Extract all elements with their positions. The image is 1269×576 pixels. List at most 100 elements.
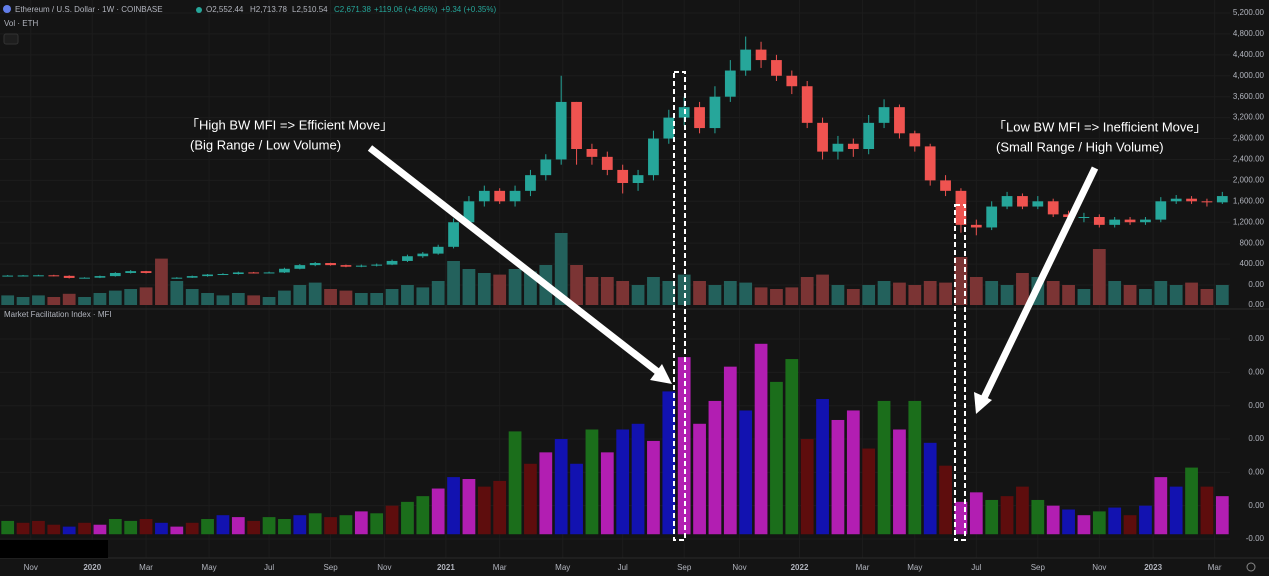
candle-body xyxy=(955,190,967,225)
x-tick-label: Nov xyxy=(377,563,391,572)
volume-bar xyxy=(431,281,445,305)
x-tick-label: Jul xyxy=(618,563,628,572)
volume-bar xyxy=(785,287,799,305)
volume-bar xyxy=(155,258,168,305)
mfi-bar xyxy=(1139,505,1152,535)
mfi-bar xyxy=(1,520,15,535)
candle-body xyxy=(494,190,506,202)
volume-bar xyxy=(1046,281,1060,305)
x-tick-label: 2020 xyxy=(83,563,101,572)
mfi-bar xyxy=(1215,496,1229,535)
candle-body xyxy=(740,49,752,71)
volume-bar xyxy=(708,285,722,305)
mfi-bar xyxy=(216,515,230,535)
mfi-bar xyxy=(324,517,337,535)
mfi-bar xyxy=(32,520,45,535)
ohlc-low: L2,510.54 xyxy=(292,5,328,14)
volume-bar xyxy=(816,274,829,305)
mfi-bar xyxy=(693,423,706,535)
mfi-bar xyxy=(893,429,906,535)
x-tick-label: Mar xyxy=(1208,563,1222,572)
x-tick-label: Sep xyxy=(677,563,692,572)
volume-bar xyxy=(969,277,983,305)
volume-bar xyxy=(862,285,876,305)
volume-bar xyxy=(185,289,199,305)
mfi-bar xyxy=(585,429,599,535)
x-tick-label: May xyxy=(907,563,922,572)
candle-body xyxy=(786,75,798,87)
volume-bar xyxy=(93,293,107,305)
y-tick-label: 400.00 xyxy=(1240,259,1265,268)
mfi-bar xyxy=(1200,486,1214,535)
volume-label: Vol · ETH xyxy=(4,19,38,28)
candle-body xyxy=(847,143,859,149)
candle-body xyxy=(970,224,982,228)
candle-body xyxy=(17,275,29,277)
mfi-bar xyxy=(1031,499,1045,535)
y-tick-label: 3,600.00 xyxy=(1233,92,1265,101)
mfi-bar xyxy=(278,519,291,535)
mfi-label: Market Facilitation Index · MFI xyxy=(4,310,112,319)
candle-body xyxy=(894,107,905,134)
y-tick-label: 2,800.00 xyxy=(1233,134,1265,143)
volume-bar xyxy=(216,295,230,305)
y-tick-label: 2,000.00 xyxy=(1233,175,1265,184)
candle-body xyxy=(448,222,459,247)
mfi-bar xyxy=(447,477,460,535)
volume-bar xyxy=(262,297,276,305)
candle-body xyxy=(217,274,229,276)
mfi-bar xyxy=(846,410,860,535)
volume-bar xyxy=(524,271,537,305)
volume-bar xyxy=(462,269,476,305)
x-tick-label: Nov xyxy=(732,563,746,572)
collapse-button[interactable] xyxy=(3,33,19,45)
volume-bar xyxy=(416,287,430,305)
candle-body xyxy=(709,96,721,129)
mfi-bar xyxy=(124,520,138,535)
mfi-bar xyxy=(877,400,891,535)
settings-icon[interactable] xyxy=(1246,562,1256,572)
symbol: Ethereum / U.S. Dollar · 1W · COINBASE xyxy=(15,5,163,14)
mfi-bar xyxy=(155,522,168,535)
arrow xyxy=(367,145,672,384)
x-tick-label: Mar xyxy=(856,563,870,572)
mfi-bar xyxy=(1062,509,1075,535)
candle-body xyxy=(1216,196,1228,203)
volume-bar xyxy=(800,277,814,305)
volume-bar xyxy=(170,281,184,305)
volume-bar xyxy=(631,285,645,305)
volume-bar xyxy=(370,293,384,305)
mfi-bar xyxy=(462,479,476,535)
volume-bar xyxy=(1077,289,1091,305)
candle-body xyxy=(1155,201,1167,220)
candle-body xyxy=(1001,196,1013,207)
candle-body xyxy=(1201,201,1213,203)
candle-body xyxy=(1124,219,1136,223)
mfi-bar xyxy=(185,522,199,535)
candle-body xyxy=(432,246,444,254)
x-tick-label: Nov xyxy=(24,563,38,572)
mfi-bar xyxy=(939,465,952,535)
y-tick-label: 4,400.00 xyxy=(1233,50,1265,59)
candle-body xyxy=(463,201,475,223)
candle-body xyxy=(263,272,275,274)
volume-bar xyxy=(385,289,399,305)
mask xyxy=(0,540,108,558)
candle-body xyxy=(1032,201,1044,207)
candle-body xyxy=(986,206,998,228)
candle-body xyxy=(1186,198,1197,202)
mfi-bar xyxy=(770,381,783,535)
candle-body xyxy=(924,146,936,181)
candle-body xyxy=(571,101,582,149)
y-tick-label: 0.00 xyxy=(1248,401,1264,410)
x-tick-label: 2022 xyxy=(791,563,809,572)
volume-bar xyxy=(1169,285,1183,305)
candle-body xyxy=(801,86,813,123)
candle-body xyxy=(1078,217,1090,218)
x-tick-label: Sep xyxy=(1031,563,1046,572)
volume-bar xyxy=(308,282,322,305)
candle-body xyxy=(694,107,705,129)
volume-bar xyxy=(846,289,860,305)
y-tick-label: 5,200.00 xyxy=(1233,8,1265,17)
